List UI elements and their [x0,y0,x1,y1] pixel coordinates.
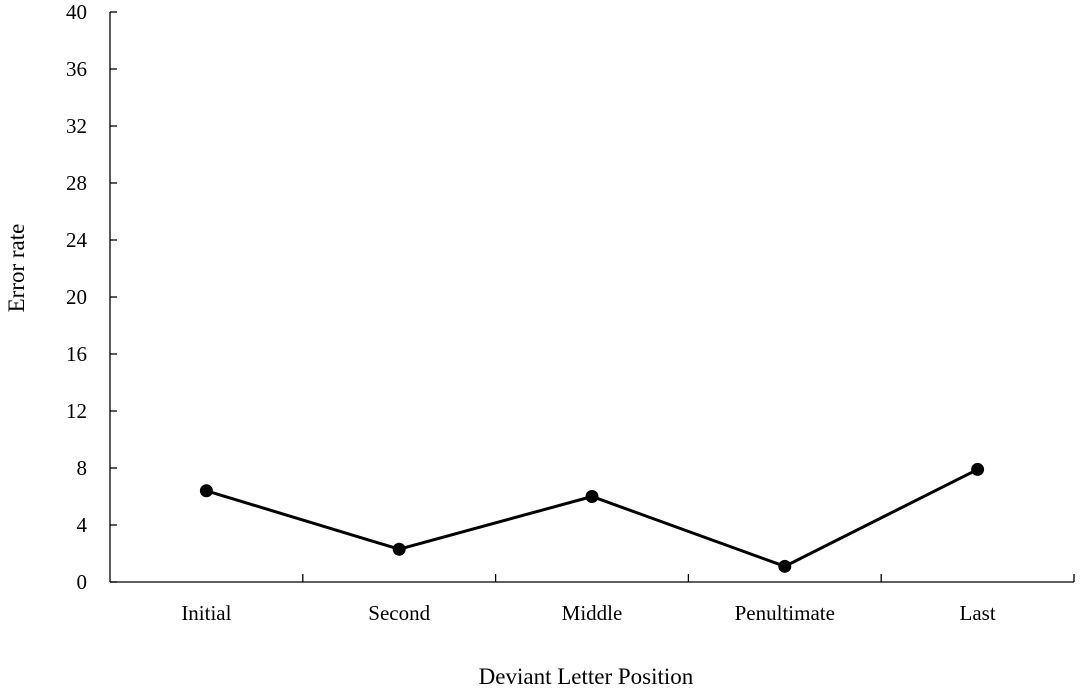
y-tick-label: 20 [66,285,87,309]
x-axis-title: Deviant Letter Position [479,664,694,689]
y-tick-label: 36 [66,57,87,81]
y-tick-label: 12 [66,399,87,423]
y-axis-title: Error rate [4,224,29,313]
x-tick-label: Middle [562,601,623,625]
y-tick-label: 4 [77,513,88,537]
y-tick-label: 0 [77,570,88,594]
data-point [585,490,599,503]
y-tick-label: 28 [66,171,87,195]
tick-labels: 0 4 8 12 16 20 24 28 32 36 40 Initial Second Middle Pe… [66,0,996,625]
data-point [971,462,985,476]
series [199,462,985,573]
series-line [205,468,979,568]
data-point [392,542,406,556]
data-point [199,484,213,498]
x-tick-label: Penultimate [735,601,835,625]
y-tick-label: 32 [66,114,87,138]
y-tick-label: 16 [66,342,87,366]
data-point [778,559,792,573]
x-tick-label: Second [368,601,430,625]
x-tick-label: Last [960,601,996,625]
y-tick-label: 24 [66,228,88,252]
x-tick-label: Initial [181,601,231,625]
y-tick-label: 40 [66,0,87,24]
y-tick-label: 8 [77,456,88,480]
axes [109,11,1075,583]
